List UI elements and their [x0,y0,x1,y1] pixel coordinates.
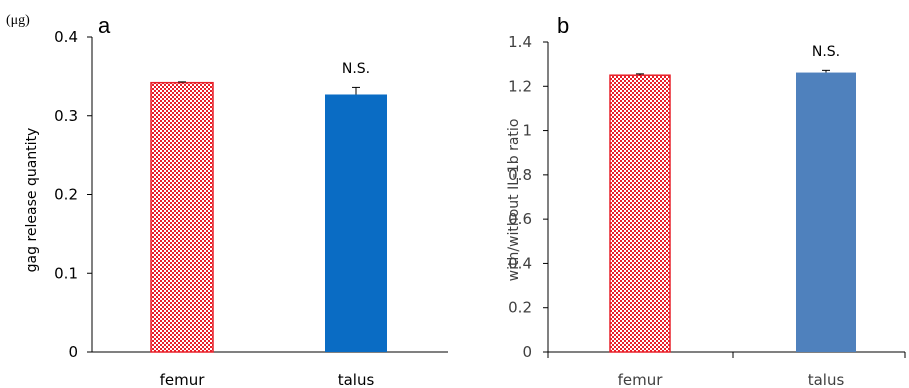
y-tick-label-a: 0 [68,343,78,361]
bar-b-talus [796,72,856,353]
y-tick-label-b: 0.8 [508,166,532,184]
y-tick-label-b: 1.4 [508,33,532,51]
y-tick-label-a: 0.2 [54,186,78,204]
panel-label-a: a [98,13,111,38]
category-label-b-femur: femur [618,371,664,388]
bar-a-talus [325,94,387,353]
unit-label: (μg) [6,13,30,28]
category-label-a-femur: femur [160,371,206,388]
chart-panel-b: b with/without IL-1b ratio femur talus N… [506,13,906,388]
y-tick-label-b: 0.6 [508,210,532,228]
y-tick-label-a: 0.1 [54,264,78,282]
y-axis-label-a: gag release quantity [24,128,40,273]
bar-a-femur [150,81,214,353]
significance-label-b: N.S. [812,44,840,60]
panel-label-b: b [557,13,569,38]
y-tick-label-b: 1 [522,122,532,140]
significance-label-a: N.S. [342,61,370,77]
y-tick-label-a: 0.4 [54,28,78,46]
category-label-a-talus: talus [338,371,375,388]
y-tick-label-b: 0.4 [508,254,532,272]
chart-panel-a: (μg) a gag release quantity femur talus … [6,13,448,388]
y-axis-label-b: with/without IL-1b ratio [506,119,522,282]
y-tick-label-b: 1.2 [508,77,532,95]
y-tick-label-a: 0.3 [54,107,78,125]
category-label-b-talus: talus [808,371,845,388]
bar-b-femur [609,74,671,353]
y-tick-label-b: 0.2 [508,299,532,317]
y-tick-label-b: 0 [522,343,532,361]
